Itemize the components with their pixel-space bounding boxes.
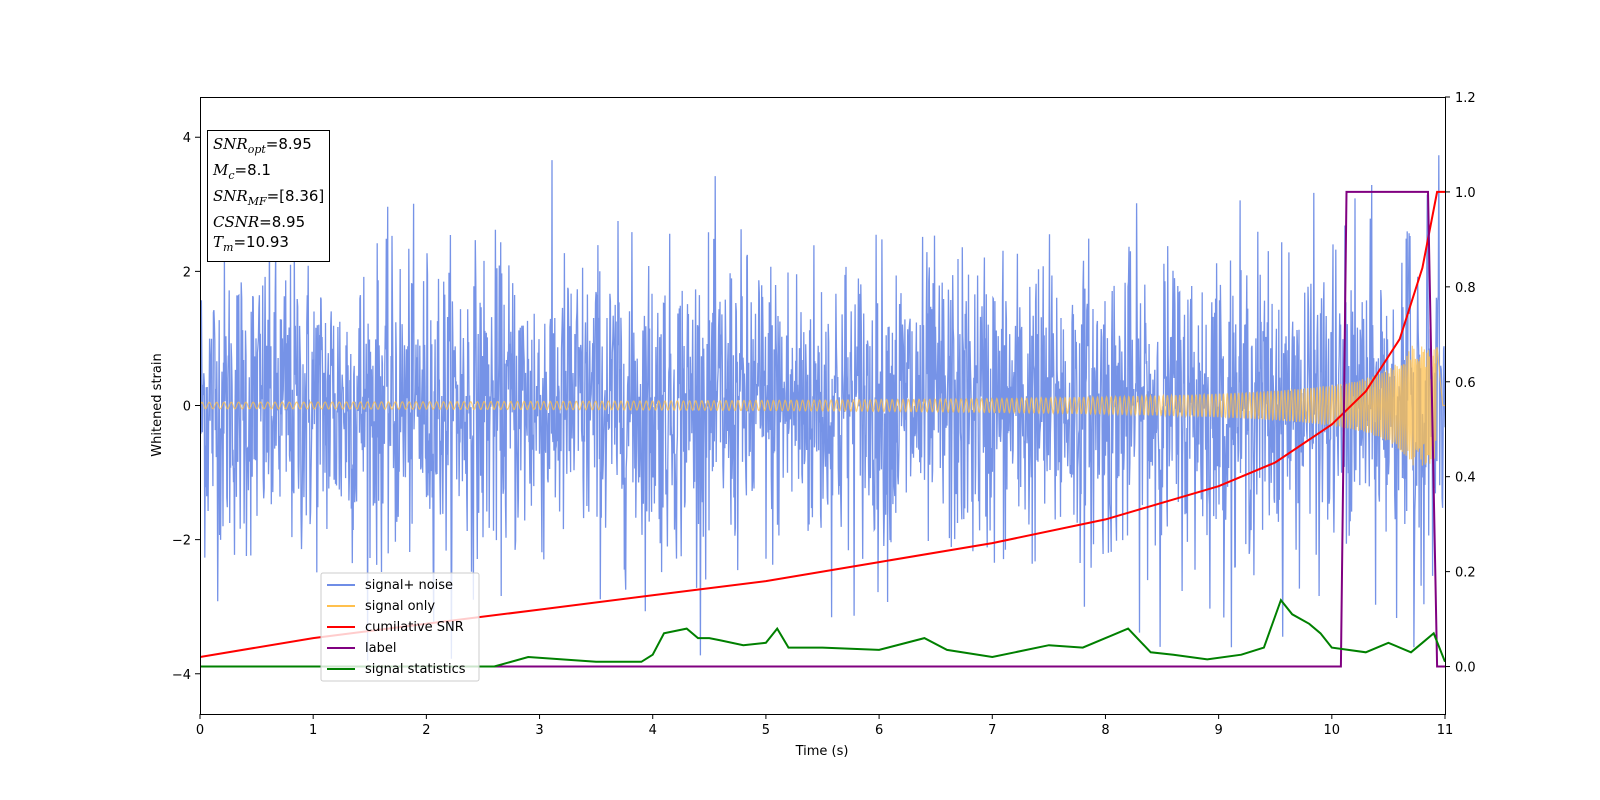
legend-label-signal-only: signal only	[365, 599, 435, 614]
mc-value: =8.1	[234, 161, 271, 179]
x-tick-label: 0	[196, 723, 204, 738]
y-tick-label: 2	[183, 265, 191, 280]
x-tick-label: 4	[649, 723, 657, 738]
y-tick-label: −4	[172, 668, 191, 683]
legend-box	[320, 572, 480, 682]
y2-tick-label: 0.6	[1455, 376, 1476, 391]
snr-opt-subscript: opt	[247, 143, 266, 156]
y-tick-label: −2	[172, 534, 191, 549]
series-signal-noise	[200, 155, 1445, 661]
x-tick-label: 11	[1437, 723, 1454, 738]
snr-mf-subscript: MF	[247, 195, 267, 208]
series-signal-statistics	[200, 598, 1445, 668]
x-tick-label: 3	[535, 723, 543, 738]
y2-tick-label: 0.2	[1455, 566, 1476, 581]
snr-mf-symbol: SNR	[213, 187, 248, 205]
tm-symbol: T	[213, 233, 224, 251]
tm-subscript: m	[223, 241, 234, 254]
snr-mf-row: SNRMF=[8.36]	[213, 186, 324, 212]
legend-label-cumulative-snr: cumilative SNR	[365, 620, 464, 635]
x-tick-label: 8	[1101, 723, 1109, 738]
snr-opt-symbol: SNR	[213, 135, 248, 153]
snr-opt-value: =8.95	[265, 135, 312, 153]
snr-opt-row: SNRopt=8.95	[213, 134, 324, 160]
tm-value: =10.93	[233, 233, 289, 251]
y2-tick-label: 0.0	[1455, 661, 1476, 676]
x-tick-label: 6	[875, 723, 883, 738]
mc-row: Mc=8.1	[213, 160, 324, 186]
legend-label-signal-statistics: signal statistics	[365, 662, 466, 677]
csnr-value: =8.95	[259, 213, 306, 231]
x-tick-label: 2	[422, 723, 430, 738]
tm-row: Tm=10.93	[213, 232, 324, 258]
mc-subscript: c	[228, 169, 235, 182]
y2-tick-label: 1.2	[1455, 91, 1476, 106]
plot-frame	[200, 97, 1446, 715]
x-tick-label: 9	[1214, 723, 1222, 738]
y2-tick-label: 0.4	[1455, 471, 1476, 486]
series-signal-only	[200, 345, 1445, 466]
series-cumulative-snr	[200, 190, 1445, 658]
y-tick-label: 0	[183, 400, 191, 415]
x-tick-label: 5	[762, 723, 770, 738]
x-tick-label: 7	[988, 723, 996, 738]
csnr-row: CSNR=8.95	[213, 212, 324, 232]
annotation-box: SNRopt=8.95 Mc=8.1 SNRMF=[8.36] CSNR=8.9…	[207, 130, 331, 262]
y2-tick-label: 0.8	[1455, 281, 1476, 296]
x-tick-label: 10	[1324, 723, 1341, 738]
legend: signal+ noise signal only cumilative SNR…	[320, 572, 480, 682]
series-label	[200, 190, 1445, 668]
y-tick-label: 4	[183, 131, 191, 146]
y-axis-label: Whitened strain	[150, 353, 165, 456]
csnr-symbol: CSNR	[213, 213, 260, 231]
mc-symbol: M	[213, 161, 229, 179]
y2-tick-label: 1.0	[1455, 186, 1476, 201]
legend-label-signal-noise: signal+ noise	[365, 578, 453, 593]
x-axis-label: Time (s)	[795, 744, 849, 759]
snr-mf-value: =[8.36]	[266, 187, 325, 205]
legend-label-label: label	[365, 641, 396, 656]
x-tick-label: 1	[309, 723, 317, 738]
